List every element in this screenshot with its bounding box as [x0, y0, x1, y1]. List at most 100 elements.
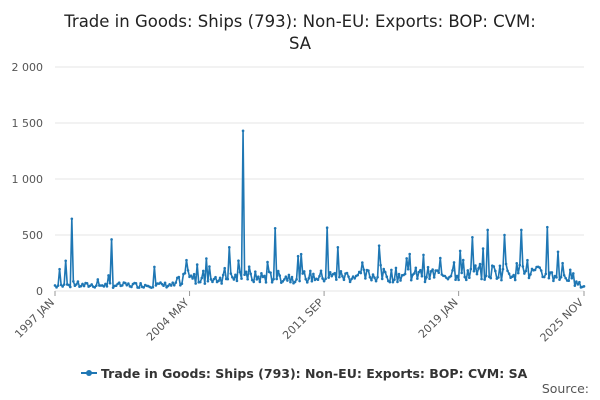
data-point: [296, 254, 300, 258]
data-point: [383, 270, 387, 274]
data-point: [523, 272, 526, 275]
data-point: [503, 233, 506, 237]
data-point: [385, 275, 389, 279]
data-point: [284, 275, 288, 278]
data-point: [362, 268, 366, 272]
data-point: [244, 270, 248, 274]
data-point: [243, 273, 246, 277]
data-point: [246, 277, 249, 281]
data-point: [403, 272, 407, 276]
data-point: [428, 277, 431, 281]
data-point: [510, 275, 514, 279]
data-point: [223, 266, 227, 270]
data-point: [393, 278, 396, 281]
data-point: [214, 275, 217, 279]
data-point: [481, 247, 485, 250]
data-point: [396, 280, 399, 284]
data-point: [234, 273, 237, 277]
data-point: [463, 275, 467, 279]
x-axis: 1997 JAN 2004 MAY 2011 SEP 2019 JAN 2025 NOV: [12, 291, 586, 345]
data-point: [435, 269, 439, 272]
data-point: [53, 284, 57, 287]
data-point: [483, 278, 486, 281]
data-point: [154, 284, 158, 287]
data-point: [370, 278, 373, 282]
data-point: [130, 285, 133, 289]
data-point: [257, 275, 260, 278]
data-point: [307, 277, 311, 280]
data-point: [287, 273, 291, 277]
data-point: [172, 284, 176, 287]
legend-label: Trade in Goods: Ships (793): Non-EU: Exp…: [101, 366, 528, 381]
data-point: [564, 276, 567, 280]
data-point: [301, 272, 304, 275]
data-point: [504, 262, 508, 266]
data-point: [512, 273, 515, 277]
data-point: [183, 271, 187, 275]
legend[interactable]: Trade in Goods: Ships (793): Non-EU: Exp…: [81, 366, 528, 381]
data-point: [327, 276, 330, 279]
data-point: [547, 276, 551, 280]
data-point: [405, 257, 408, 260]
data-point: [79, 284, 83, 288]
data-point: [250, 278, 254, 282]
data-point: [558, 278, 561, 281]
data-point: [414, 266, 418, 270]
data-point: [125, 283, 129, 287]
data-point: [359, 271, 363, 275]
data-point: [263, 274, 266, 278]
data-point: [61, 285, 64, 288]
data-point: [539, 269, 543, 272]
data-point: [419, 268, 422, 272]
chart-title-line-1: Trade in Goods: Ships (793): Non-EU: Exp…: [63, 12, 536, 31]
source-link[interactable]: Source:: [542, 381, 589, 396]
data-point: [484, 274, 488, 278]
data-point: [206, 279, 210, 283]
data-point: [258, 280, 262, 284]
data-point: [527, 276, 531, 280]
data-point: [353, 277, 356, 280]
data-point: [289, 280, 292, 284]
data-point: [425, 275, 428, 279]
data-point: [180, 282, 184, 286]
data-point: [546, 225, 549, 229]
data-point: [226, 277, 230, 281]
data-point: [264, 281, 268, 284]
data-point: [376, 275, 379, 279]
data-point: [319, 269, 323, 273]
data-point: [475, 272, 479, 276]
data-point: [526, 258, 529, 262]
data-point: [336, 246, 340, 249]
data-point: [333, 271, 337, 275]
x-tick-label: 2011 SEP: [280, 296, 326, 342]
data-point: [486, 228, 489, 232]
grid: [55, 66, 584, 292]
y-tick-label: 2 000: [12, 61, 44, 74]
data-point: [339, 270, 343, 273]
data-point: [390, 268, 393, 272]
data-point: [438, 256, 442, 260]
data-point: [232, 278, 236, 281]
data-point: [379, 263, 382, 267]
data-point: [305, 281, 309, 284]
data-point: [394, 266, 398, 270]
data-point: [252, 280, 256, 284]
data-point: [464, 278, 468, 282]
data-point: [107, 274, 110, 277]
data-point: [443, 274, 447, 278]
data-point: [422, 253, 425, 257]
data-point: [330, 274, 334, 278]
data-point: [388, 280, 392, 284]
data-point: [338, 275, 341, 279]
data-point: [432, 276, 436, 279]
data-point: [561, 261, 564, 265]
data-point: [304, 277, 308, 281]
data-point: [478, 262, 482, 266]
data-point: [562, 273, 566, 277]
data-point: [309, 269, 312, 273]
data-point: [321, 277, 324, 280]
y-tick-label: 1 500: [12, 117, 44, 130]
data-point: [220, 282, 223, 285]
data-point: [134, 281, 138, 285]
